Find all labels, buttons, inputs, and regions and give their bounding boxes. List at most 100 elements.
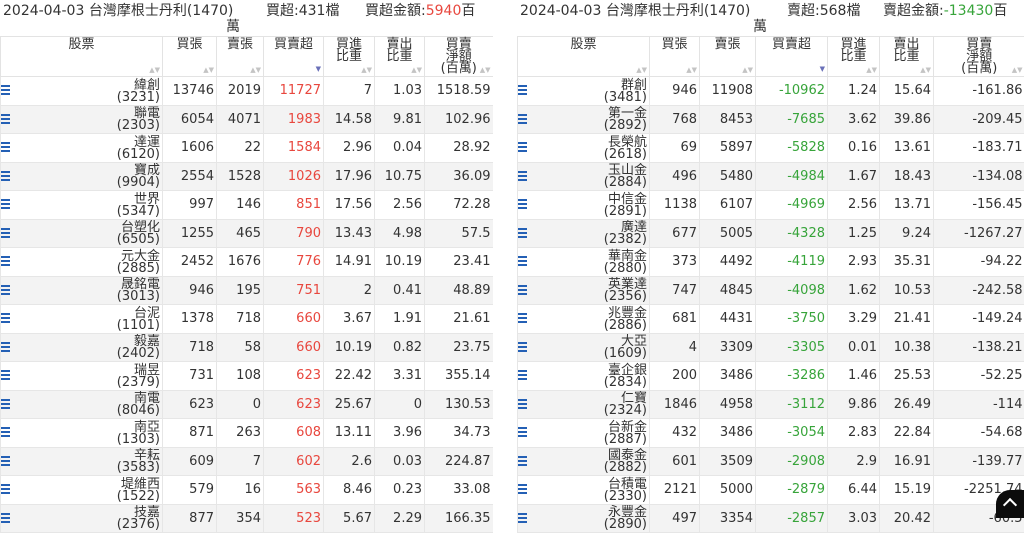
stock-cell[interactable]: 元大金(2885): [1, 248, 163, 277]
list-icon[interactable]: [1, 484, 10, 494]
stock-cell[interactable]: 永豐金(2890): [518, 504, 650, 533]
stock-cell[interactable]: 大亞(1609): [518, 333, 650, 362]
column-header-sell-lots[interactable]: 賣張▲▼: [700, 37, 756, 77]
stock-cell[interactable]: 群創(3481): [518, 77, 650, 106]
stock-cell[interactable]: 辛耘(3583): [1, 447, 163, 476]
list-icon[interactable]: [518, 142, 527, 152]
list-icon[interactable]: [518, 427, 527, 437]
column-header-sell-ratio[interactable]: 賣出比重▲▼: [375, 37, 425, 77]
stock-cell[interactable]: 華南金(2880): [518, 248, 650, 277]
column-header-net-amount[interactable]: 買賣淨額(百萬)▲▼: [934, 37, 1024, 77]
list-icon[interactable]: [1, 456, 10, 466]
stock-cell[interactable]: 晟銘電(3013): [1, 276, 163, 305]
list-icon[interactable]: [518, 85, 527, 95]
list-icon[interactable]: [1, 256, 10, 266]
list-icon[interactable]: [518, 199, 527, 209]
stock-cell[interactable]: 台新金(2887): [518, 419, 650, 448]
list-icon[interactable]: [1, 85, 10, 95]
stock-cell[interactable]: 南電(8046): [1, 390, 163, 419]
stock-cell[interactable]: 台塑化(6505): [1, 219, 163, 248]
stock-cell[interactable]: 聯電(2303): [1, 105, 163, 134]
stock-cell[interactable]: 技嘉(2376): [1, 504, 163, 533]
stock-cell[interactable]: 緯創(3231): [1, 77, 163, 106]
list-icon[interactable]: [1, 199, 10, 209]
column-header-buy-lots[interactable]: 買張▲▼: [650, 37, 700, 77]
stock-cell[interactable]: 台泥(1101): [1, 305, 163, 334]
list-icon[interactable]: [518, 313, 527, 323]
list-icon[interactable]: [518, 342, 527, 352]
column-header-stock[interactable]: 股票▲▼: [518, 37, 650, 77]
stock-cell[interactable]: 瑞昱(2379): [1, 362, 163, 391]
list-icon[interactable]: [1, 228, 10, 238]
list-icon[interactable]: [518, 114, 527, 124]
list-icon[interactable]: [518, 456, 527, 466]
column-header-net-amount[interactable]: 買賣淨額(百萬)▲▼: [425, 37, 493, 77]
stock-cell[interactable]: 廣達(2382): [518, 219, 650, 248]
column-header-buy-lots[interactable]: 買張▲▼: [163, 37, 217, 77]
list-icon[interactable]: [1, 427, 10, 437]
list-icon[interactable]: [1, 342, 10, 352]
stock-cell[interactable]: 兆豐金(2886): [518, 305, 650, 334]
stock-cell[interactable]: 台積電(2330): [518, 476, 650, 505]
stock-cell[interactable]: 玉山金(2884): [518, 162, 650, 191]
list-icon[interactable]: [518, 228, 527, 238]
column-header-sell-lots[interactable]: 賣張▲▼: [217, 37, 264, 77]
list-icon[interactable]: [518, 484, 527, 494]
list-icon[interactable]: [1, 114, 10, 124]
stock-cell[interactable]: 世界(5347): [1, 191, 163, 220]
list-icon[interactable]: [1, 142, 10, 152]
column-header-net-lots[interactable]: 買賣超▼: [756, 37, 828, 77]
column-header-stock[interactable]: 股票▲▼: [1, 37, 163, 77]
stock-cell[interactable]: 第一金(2892): [518, 105, 650, 134]
stock-cell[interactable]: 堤維西(1522): [1, 476, 163, 505]
stock-cell[interactable]: 南亞(1303): [1, 419, 163, 448]
list-icon[interactable]: [1, 285, 10, 295]
scroll-top-button[interactable]: [996, 490, 1024, 518]
stock-cell[interactable]: 達運(6120): [1, 134, 163, 163]
list-icon[interactable]: [518, 399, 527, 409]
list-icon[interactable]: [518, 370, 527, 380]
list-icon[interactable]: [518, 256, 527, 266]
stock-cell[interactable]: 長榮航(2618): [518, 134, 650, 163]
stock-cell[interactable]: 寶成(9904): [1, 162, 163, 191]
stock-cell[interactable]: 毅嘉(2402): [1, 333, 163, 362]
list-icon[interactable]: [1, 171, 10, 181]
list-icon[interactable]: [518, 171, 527, 181]
list-icon[interactable]: [1, 370, 10, 380]
column-header-net-lots[interactable]: 買賣超▼: [264, 37, 324, 77]
stock-cell[interactable]: 仁寶(2324): [518, 390, 650, 419]
stock-cell[interactable]: 國泰金(2882): [518, 447, 650, 476]
list-icon[interactable]: [518, 285, 527, 295]
column-header-buy-ratio[interactable]: 買進比重▲▼: [828, 37, 880, 77]
